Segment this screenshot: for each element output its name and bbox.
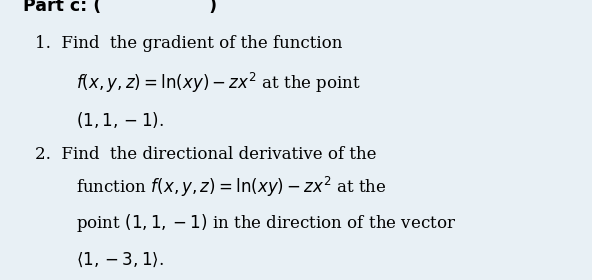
Text: Part c: (                  ): Part c: ( ) [23,0,217,15]
Text: point $(1, 1, -1)$ in the direction of the vector: point $(1, 1, -1)$ in the direction of t… [76,212,456,234]
Text: 1.  Find  the gradient of the function: 1. Find the gradient of the function [35,35,342,52]
Text: 2.  Find  the directional derivative of the: 2. Find the directional derivative of th… [35,146,377,163]
Text: function $f(x, y, z) = \mathrm{ln}(xy) - zx^2$ at the: function $f(x, y, z) = \mathrm{ln}(xy) -… [76,175,386,199]
Text: $(1, 1, -1)$.: $(1, 1, -1)$. [76,110,163,130]
Text: $\langle 1, -3, 1 \rangle$.: $\langle 1, -3, 1 \rangle$. [76,251,163,269]
Text: $f(x, y, z) = \mathrm{ln}(xy) - zx^2$ at the point: $f(x, y, z) = \mathrm{ln}(xy) - zx^2$ at… [76,71,361,95]
